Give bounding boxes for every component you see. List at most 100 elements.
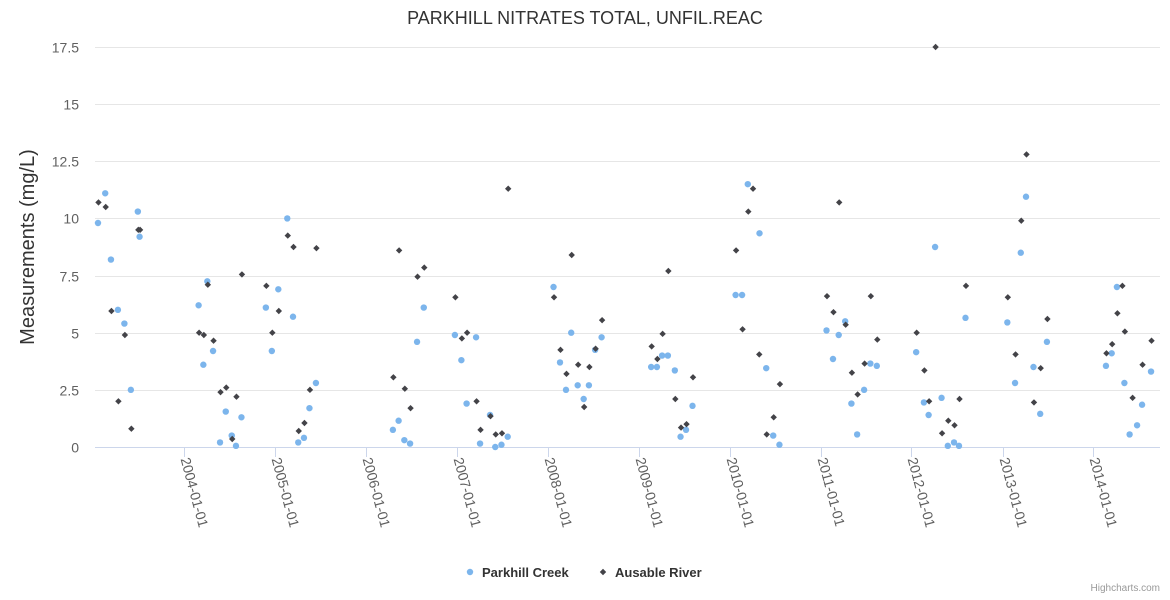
data-point[interactable] [414,273,421,280]
data-point[interactable] [873,362,881,370]
data-point[interactable] [647,363,655,371]
data-point[interactable] [1148,337,1155,344]
data-point[interactable] [1030,363,1037,371]
data-point[interactable] [955,442,963,450]
data-point[interactable] [136,226,144,234]
data-point[interactable] [1004,294,1012,301]
legend-marker[interactable] [466,568,474,576]
data-point[interactable] [306,386,314,394]
data-point[interactable] [776,380,784,388]
data-point[interactable] [671,367,679,374]
data-point[interactable] [835,331,842,339]
data-point[interactable] [562,386,570,394]
data-point[interactable] [921,367,928,374]
data-point[interactable] [420,304,427,311]
data-point[interactable] [229,435,236,443]
data-point[interactable] [932,43,939,51]
data-point[interactable] [1108,350,1115,357]
data-point[interactable] [1103,350,1110,357]
data-point[interactable] [102,190,109,197]
data-point[interactable] [458,356,465,364]
data-point[interactable] [763,364,770,372]
data-point[interactable] [108,307,115,315]
data-point[interactable] [770,432,777,439]
data-point[interactable] [744,180,751,188]
data-point[interactable] [476,440,484,447]
data-point[interactable] [1113,283,1121,291]
data-point[interactable] [312,379,320,387]
data-point[interactable] [598,316,606,324]
data-point[interactable] [823,327,830,334]
data-point[interactable] [658,352,666,359]
data-point[interactable] [238,414,245,421]
data-point[interactable] [659,330,666,338]
data-point[interactable] [848,400,855,407]
data-point[interactable] [1043,338,1051,346]
legend[interactable]: Parkhill Creek Ausable River [466,565,702,580]
data-point[interactable] [275,286,282,293]
data-point[interactable] [210,337,217,344]
data-point[interactable] [913,329,920,336]
data-point[interactable] [107,256,115,263]
data-point[interactable] [867,292,875,300]
legend-item[interactable]: Ausable River [599,565,702,580]
data-point[interactable] [689,374,697,381]
data-point[interactable] [580,395,587,403]
data-point[interactable] [756,351,763,358]
data-point[interactable] [1147,368,1155,375]
data-point[interactable] [732,247,740,254]
data-point[interactable] [920,399,928,406]
data-point[interactable] [121,320,128,327]
data-point[interactable] [389,426,397,434]
data-point[interactable] [200,361,207,368]
legend-item[interactable]: Parkhill Creek [466,565,570,580]
data-point[interactable] [217,388,224,396]
data-point[interactable] [1018,217,1025,224]
data-point[interactable] [568,251,575,259]
data-point[interactable] [504,185,512,192]
data-point[interactable] [648,343,655,350]
data-point[interactable] [289,313,297,320]
data-point[interactable] [458,335,466,342]
data-point[interactable] [136,233,143,240]
data-point[interactable] [121,331,129,339]
data-point[interactable] [306,404,313,412]
data-point[interactable] [295,439,302,446]
legend-marker[interactable] [599,568,607,576]
data-point[interactable] [463,329,471,336]
data-point[interactable] [222,408,229,415]
data-point[interactable] [452,294,459,301]
data-point[interactable] [1023,151,1030,158]
data-point[interactable] [938,394,945,402]
data-point[interactable] [1102,362,1110,370]
data-point[interactable] [390,374,397,381]
data-point[interactable] [395,247,403,254]
data-point[interactable] [550,283,557,291]
data-point[interactable] [653,363,661,371]
data-point[interactable] [672,395,679,403]
data-point[interactable] [451,331,459,339]
data-point[interactable] [950,439,958,446]
data-point[interactable] [568,329,575,336]
data-point[interactable] [313,244,320,252]
data-point[interactable] [262,304,270,311]
data-point[interactable] [931,243,939,251]
data-point[interactable] [275,307,283,315]
data-point[interactable] [598,334,605,341]
data-point[interactable] [1114,310,1121,317]
data-point[interactable] [463,400,470,407]
data-point[interactable] [115,398,122,405]
data-point[interactable] [854,391,861,398]
data-point[interactable] [102,203,109,211]
data-point[interactable] [677,424,685,431]
data-point[interactable] [421,264,428,271]
data-point[interactable] [823,292,831,300]
data-point[interactable] [233,393,240,400]
data-point[interactable] [295,427,302,435]
data-point[interactable] [874,336,881,343]
data-point[interactable] [1017,249,1024,256]
data-point[interactable] [504,433,511,440]
data-point[interactable] [556,359,564,366]
data-point[interactable] [654,355,661,363]
data-point[interactable] [962,314,969,322]
